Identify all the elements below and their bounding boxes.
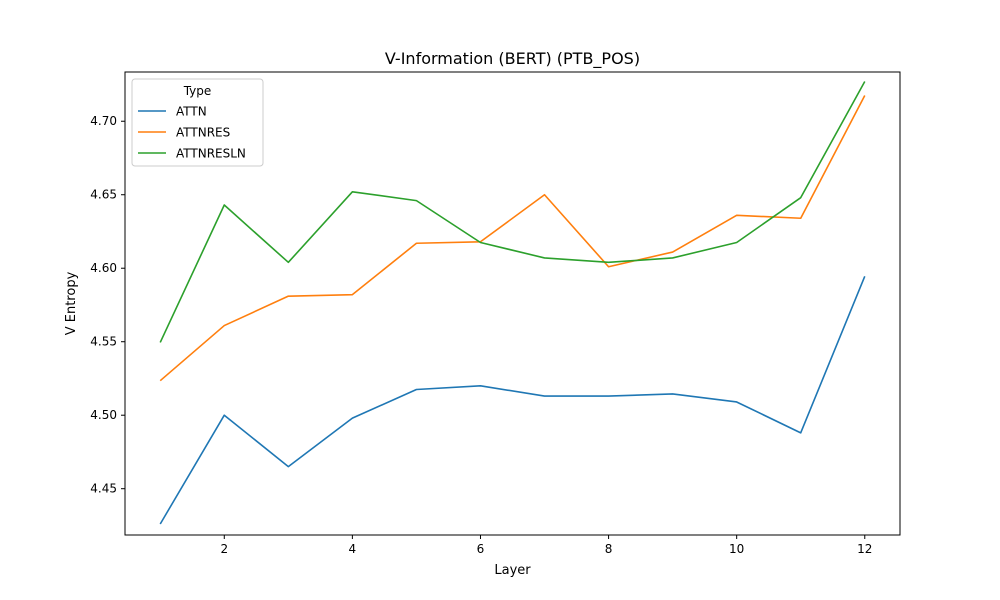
legend: Type ATTN ATTNRES ATTNRESLN	[131, 78, 264, 167]
x-tick-label: 4	[349, 542, 357, 556]
y-tick-label: 4.55	[90, 335, 117, 349]
legend-label: ATTNRES	[176, 126, 230, 140]
x-tick-label: 12	[857, 542, 872, 556]
y-tick-label: 4.60	[90, 261, 117, 275]
y-tick-label: 4.70	[90, 114, 117, 128]
chart-title: V-Information (BERT) (PTB_POS)	[385, 49, 640, 69]
series-line-attn	[159, 276, 866, 525]
y-tick-label: 4.45	[90, 482, 117, 496]
x-tick-label: 10	[729, 542, 744, 556]
legend-label: ATTNRESLN	[176, 147, 246, 161]
y-axis-label: V Entropy	[64, 271, 79, 335]
x-tick-label: 2	[220, 542, 228, 556]
series-line-attnres	[159, 95, 866, 382]
y-axis: 4.45 4.50 4.55 4.60 4.65 4.70	[90, 114, 125, 496]
y-tick-label: 4.65	[90, 188, 117, 202]
x-axis: 2 4 6 8 10 12	[220, 535, 872, 556]
legend-title: Type	[183, 84, 212, 98]
y-tick-label: 4.50	[90, 408, 117, 422]
x-axis-label: Layer	[494, 563, 531, 578]
plot-frame	[124, 71, 901, 536]
series-layer	[159, 81, 866, 525]
series-line-attnresln	[159, 81, 866, 343]
x-tick-label: 6	[477, 542, 485, 556]
legend-box	[131, 78, 264, 167]
legend-label: ATTN	[176, 105, 207, 119]
x-tick-label: 8	[605, 542, 613, 556]
